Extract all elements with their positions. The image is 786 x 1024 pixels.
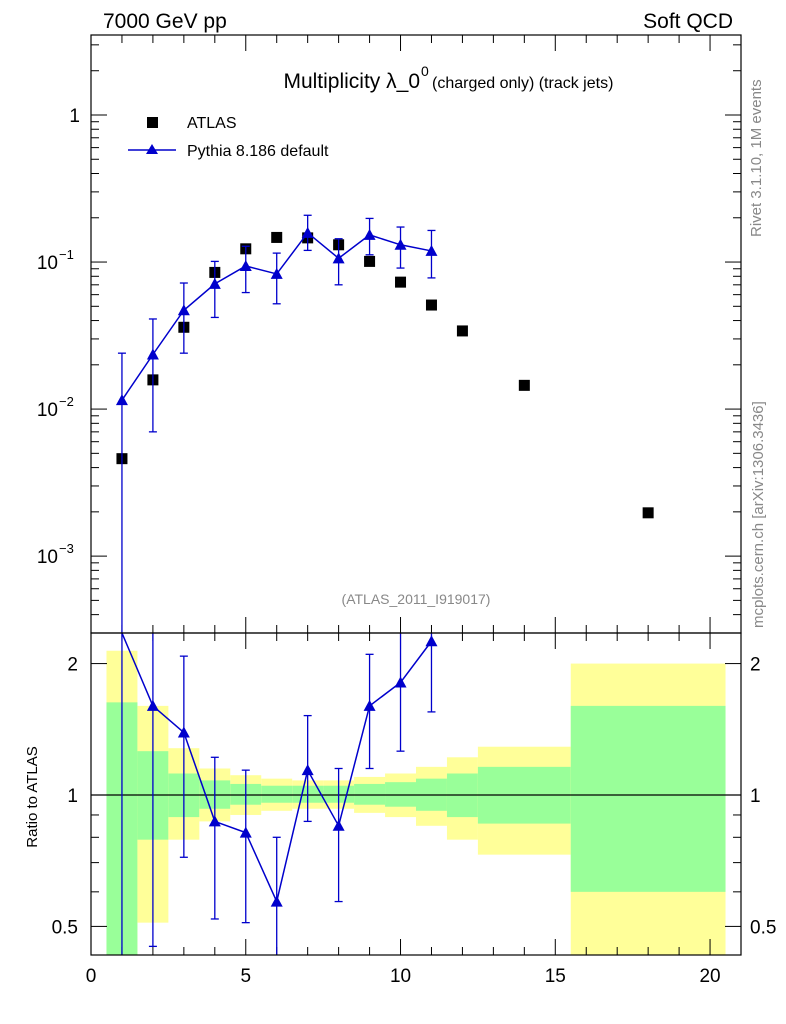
- chart-title-suffix: (charged only) (track jets): [432, 75, 613, 92]
- pythia-data-point: [332, 252, 345, 264]
- pythia-data-point: [394, 238, 407, 250]
- ratio-data-point: [270, 895, 283, 907]
- ratio-band-inner: [570, 705, 726, 892]
- mark-layer: [115, 214, 654, 955]
- pythia-data-point: [270, 267, 283, 279]
- legend-pythia-marker: [146, 144, 158, 154]
- ratio-ytick-label-right: 1: [750, 786, 761, 807]
- ratio-data-point: [425, 635, 438, 647]
- ratio-data-point: [146, 699, 159, 711]
- side-label-mcplots: mcplots.cern.ch [arXiv:1306.3436]: [750, 401, 767, 628]
- ratio-xtick-label: 0: [86, 966, 97, 987]
- ratio-data-point: [332, 819, 345, 831]
- header-right: Soft QCD: [643, 10, 733, 33]
- main-ytick-exponent: −3: [59, 541, 74, 556]
- ratio-xtick-label: 5: [240, 966, 251, 987]
- pythia-data-point: [425, 244, 438, 256]
- ratio-xtick-label: 20: [699, 966, 720, 987]
- pythia-data-point: [301, 226, 314, 238]
- atlas-data-point: [364, 255, 376, 267]
- legend-pythia-label: Pythia 8.186 default: [187, 143, 329, 160]
- legend-atlas-label: ATLAS: [187, 115, 237, 132]
- pythia-data-point: [177, 304, 190, 316]
- legend-atlas-marker: [147, 117, 158, 128]
- pythia-data-point: [146, 348, 159, 360]
- atlas-data-point: [456, 325, 468, 337]
- ratio-ytick-label-right: 0.5: [750, 917, 776, 938]
- main-ytick-label: 10: [37, 400, 58, 421]
- pythia-data-point: [363, 228, 376, 240]
- pythia-data-point: [208, 277, 221, 289]
- ratio-ytick-label-left: 2: [67, 655, 78, 676]
- ratio-band-inner: [261, 785, 293, 803]
- ratio-data-point: [363, 699, 376, 711]
- atlas-data-point: [395, 276, 407, 288]
- chart-title-superscript: 0: [421, 63, 429, 79]
- ratio-band-inner: [354, 783, 386, 805]
- ratio-data-point: [239, 826, 252, 838]
- main-ytick-exponent: −1: [59, 247, 74, 262]
- ratio-band-layer: [91, 650, 741, 955]
- atlas-data-point: [642, 507, 654, 519]
- ratio-ytick-label-left: 0.5: [52, 917, 78, 938]
- ratio-ytick-label-left: 1: [67, 786, 78, 807]
- ratio-plot-frame: [90, 632, 742, 956]
- atlas-data-point: [425, 299, 437, 311]
- side-label-rivet: Rivet 3.1.10, 1M events: [748, 79, 765, 237]
- ratio-data-point: [208, 815, 221, 827]
- ratio-data-point: [394, 676, 407, 688]
- header-left: 7000 GeV pp: [103, 10, 227, 33]
- pythia-data-point: [115, 394, 128, 406]
- pythia-data-point: [239, 259, 252, 271]
- main-ytick-exponent: −2: [59, 394, 74, 409]
- atlas-data-point: [271, 231, 283, 243]
- ratio-ytick-label-right: 2: [750, 655, 761, 676]
- ratio-xtick-label: 15: [545, 966, 566, 987]
- analysis-watermark: (ATLAS_2011_I919017): [342, 591, 491, 607]
- tick-layer: 110 −110 −210 −30 5 10 15 200.5 0.51 12 2: [37, 35, 776, 987]
- main-ytick-label: 1: [69, 106, 80, 127]
- ratio-data-point: [177, 726, 190, 738]
- atlas-data-point: [518, 379, 530, 391]
- main-ytick-label: 10: [37, 253, 58, 274]
- ratio-ylabel: Ratio to ATLAS: [24, 746, 41, 847]
- ratio-data-point: [301, 764, 314, 776]
- main-ytick-label: 10: [37, 547, 58, 568]
- ratio-xtick-label: 10: [390, 966, 411, 987]
- chart-title: Multiplicity λ_0: [283, 70, 420, 93]
